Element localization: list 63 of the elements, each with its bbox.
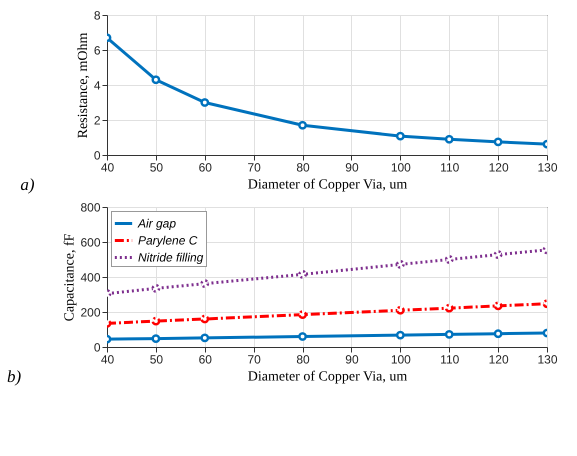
- legend-label: Air gap: [137, 216, 176, 230]
- x-tick-label: 110: [440, 352, 460, 366]
- point: [151, 284, 160, 293]
- x-tick-label: 70: [247, 160, 262, 174]
- x-tick-label: 90: [345, 160, 359, 174]
- x-tick-label: 130: [537, 160, 558, 174]
- point: [298, 332, 307, 341]
- point: [494, 329, 503, 338]
- x-tick-label: 120: [488, 352, 509, 366]
- point: [444, 330, 454, 339]
- point: [200, 279, 210, 288]
- x-tick-label: 110: [440, 160, 460, 174]
- point: [151, 316, 160, 326]
- x-axis-title: Diameter of Copper Via, um: [248, 370, 408, 384]
- y-tick-label: 800: [80, 200, 101, 214]
- point: [494, 137, 503, 146]
- y-tick-label: 600: [80, 236, 101, 250]
- x-tick-label: 40: [100, 160, 114, 174]
- point: [444, 304, 454, 313]
- point: [298, 120, 307, 130]
- point: [151, 75, 160, 84]
- x-tick-label: 100: [390, 352, 412, 366]
- y-axis-title: Capacitance, fF: [62, 233, 78, 322]
- x-tick-label: 100: [390, 160, 412, 174]
- x-tick-label: 80: [296, 352, 310, 366]
- legend-label: Nitride filling: [138, 250, 204, 264]
- y-tick-label: 8: [94, 8, 101, 22]
- point: [396, 306, 405, 315]
- x-axis-title: Diameter of Copper Via, um: [248, 178, 408, 192]
- legend-label: Parylene C: [138, 234, 198, 248]
- x-tick-label: 40: [100, 352, 114, 366]
- y-tick-label: 0: [94, 148, 101, 162]
- x-tick-label: 70: [247, 352, 262, 366]
- point: [298, 310, 307, 320]
- y-tick-label: 2: [94, 114, 101, 128]
- point: [200, 333, 210, 342]
- y-tick-label: 200: [80, 306, 101, 320]
- point: [396, 132, 405, 141]
- point: [396, 330, 405, 340]
- text: b): [6, 367, 22, 386]
- x-tick-label: 50: [150, 352, 164, 366]
- x-tick-label: 130: [537, 352, 558, 366]
- y-tick-label: 400: [80, 270, 101, 284]
- x-tick-label: 80: [296, 160, 310, 174]
- text: a): [20, 175, 35, 194]
- point: [298, 270, 307, 279]
- y-axis-title: Resistance, mOhm: [76, 32, 91, 138]
- x-tick-label: 120: [488, 160, 509, 174]
- x-tick-label: 60: [198, 352, 212, 366]
- point: [396, 260, 405, 269]
- point: [444, 255, 454, 264]
- point: [200, 314, 210, 324]
- y-tick-label: 4: [94, 78, 101, 92]
- x-tick-label: 50: [150, 160, 164, 174]
- point: [444, 134, 454, 144]
- point: [494, 301, 503, 310]
- point: [200, 98, 210, 107]
- y-tick-label: 6: [94, 44, 101, 58]
- x-tick-label: 60: [198, 160, 212, 174]
- y-tick-label: 0: [94, 340, 101, 354]
- point: [494, 250, 503, 260]
- point: [151, 334, 160, 344]
- x-tick-label: 90: [345, 352, 359, 366]
